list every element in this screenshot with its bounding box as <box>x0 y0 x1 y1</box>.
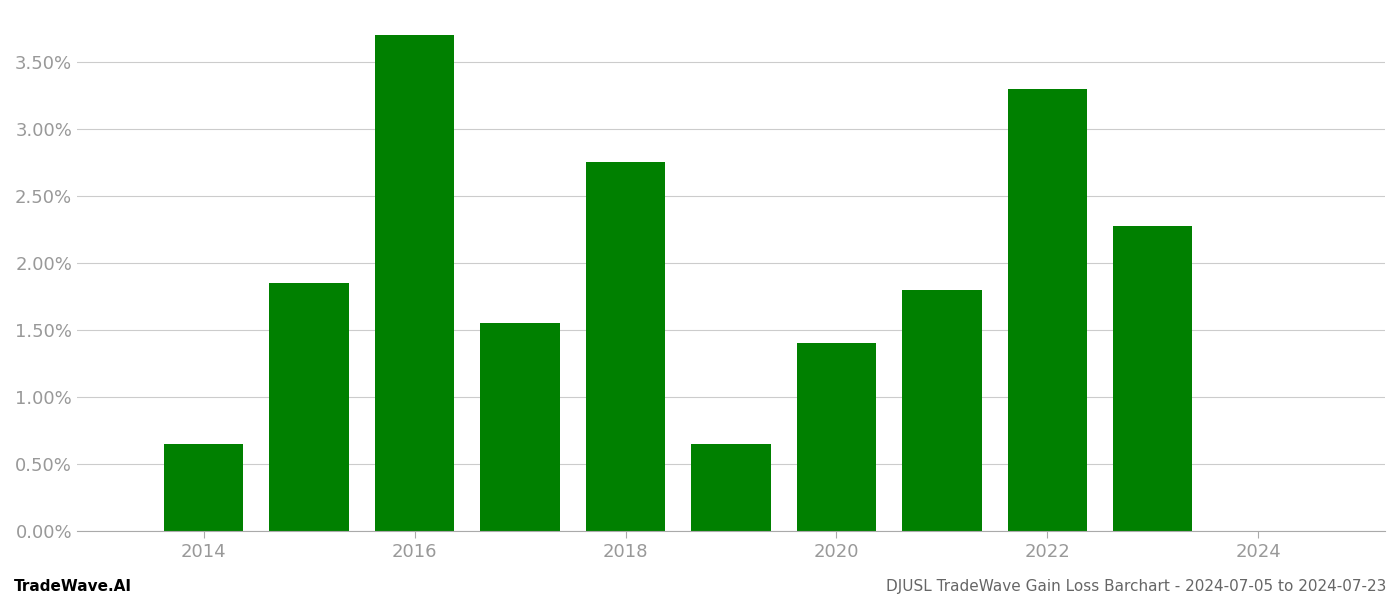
Bar <box>375 35 454 531</box>
Bar <box>164 444 244 531</box>
Bar <box>587 163 665 531</box>
Bar <box>797 343 876 531</box>
Bar <box>1008 89 1086 531</box>
Bar <box>1113 226 1193 531</box>
Bar <box>480 323 560 531</box>
Bar <box>269 283 349 531</box>
Text: TradeWave.AI: TradeWave.AI <box>14 579 132 594</box>
Bar <box>903 290 981 531</box>
Bar <box>692 444 770 531</box>
Text: DJUSL TradeWave Gain Loss Barchart - 2024-07-05 to 2024-07-23: DJUSL TradeWave Gain Loss Barchart - 202… <box>886 579 1386 594</box>
